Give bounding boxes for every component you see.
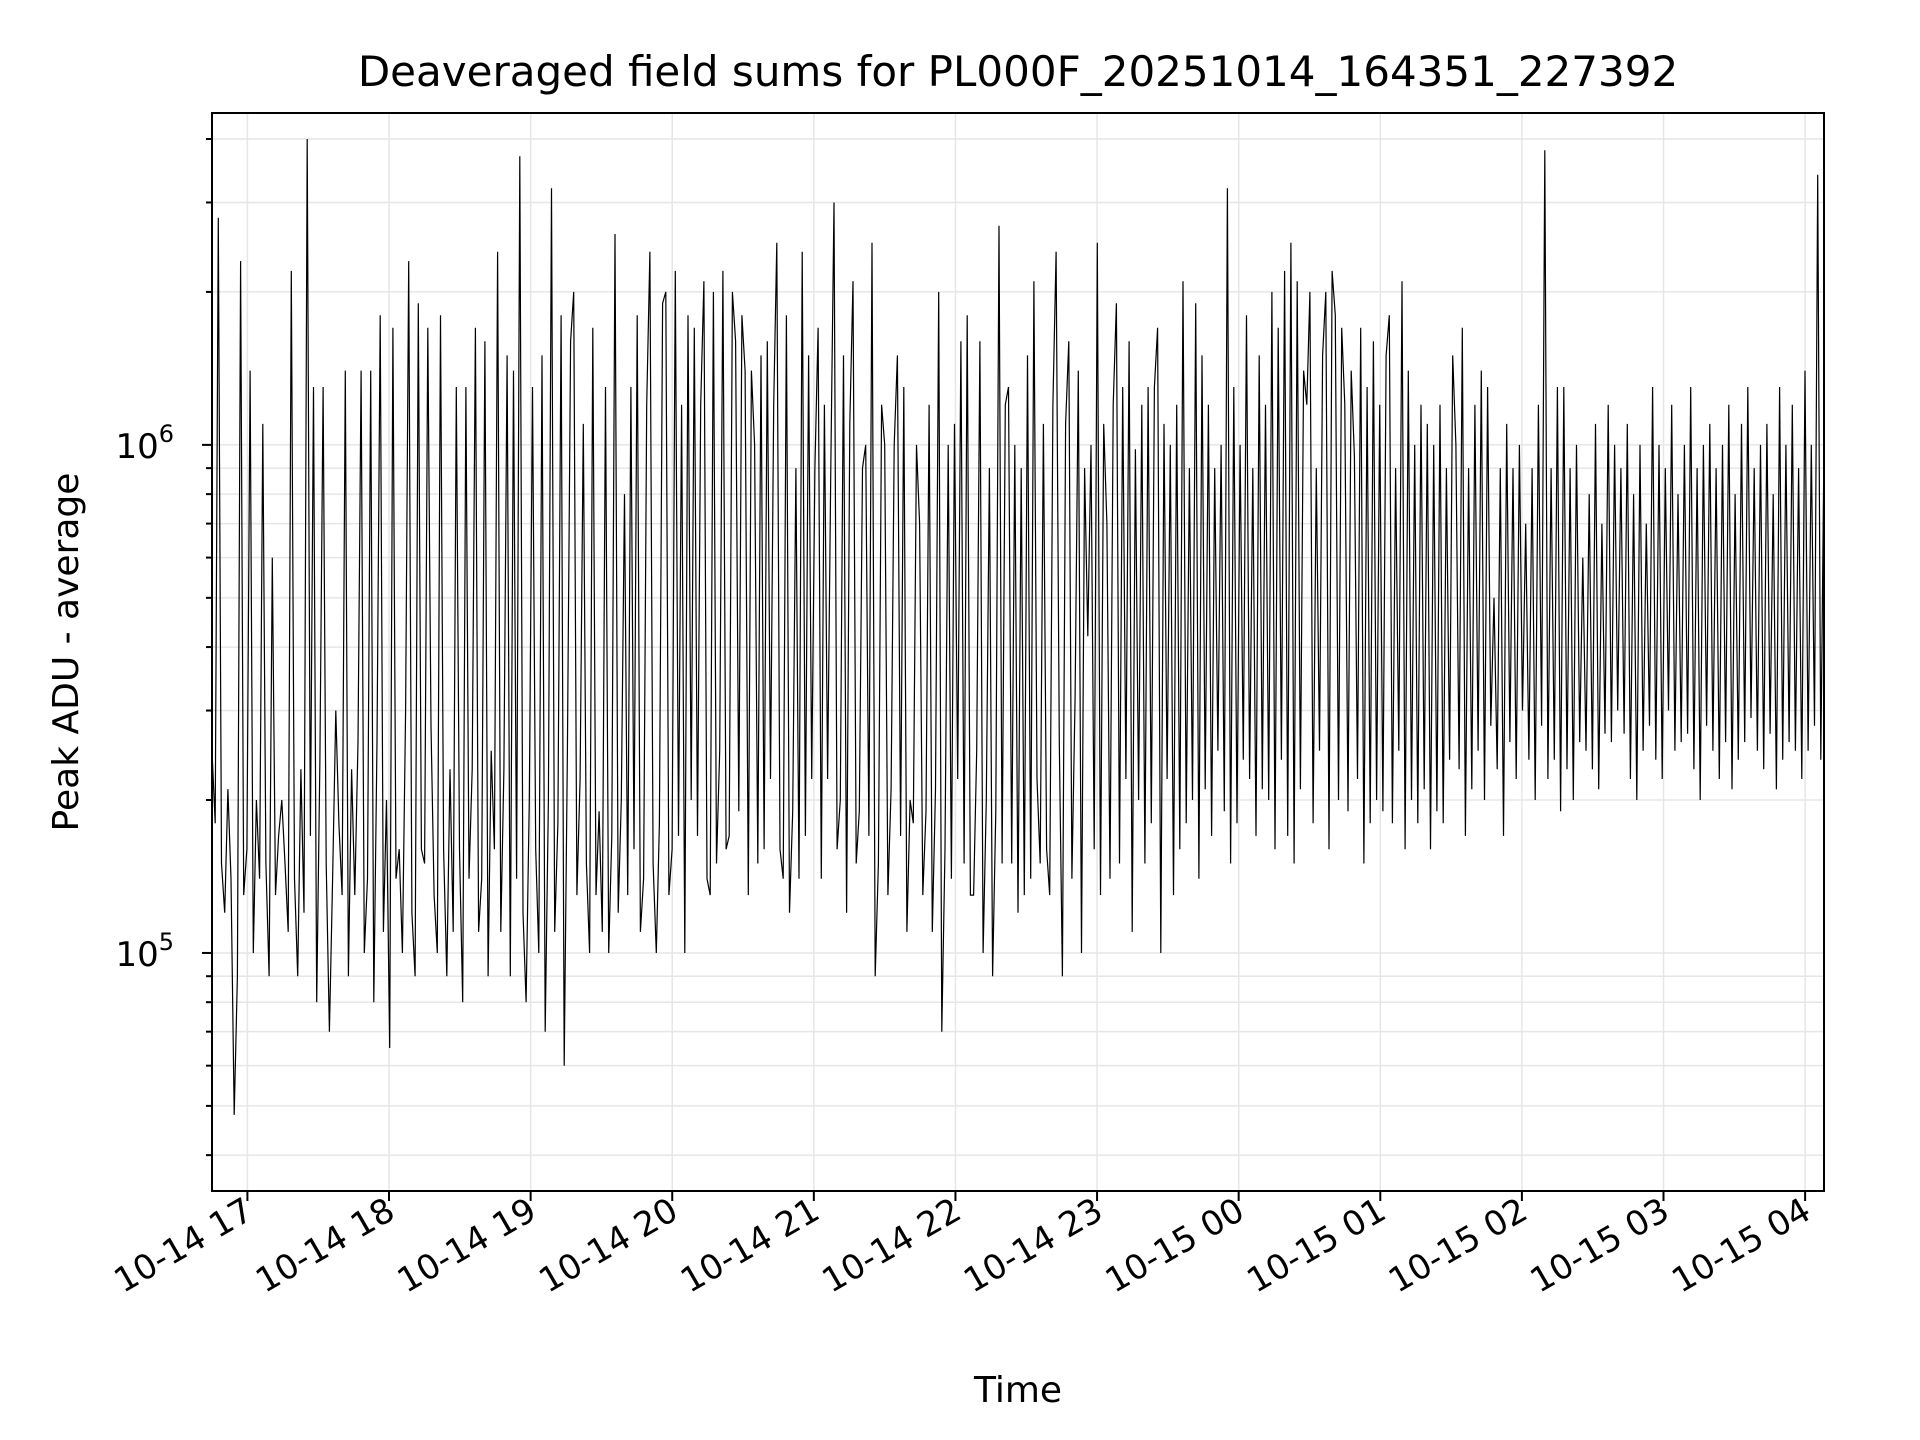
- y-tick-label: 105: [115, 928, 174, 975]
- y-axis-label: Peak ADU - average: [46, 473, 87, 832]
- y-tick-label: 106: [115, 420, 174, 467]
- plot-area-frame: [211, 112, 1825, 1192]
- series-line: [211, 138, 1825, 1115]
- x-axis-label: Time: [973, 1370, 1062, 1411]
- series-layer: [211, 138, 1825, 1115]
- chart-title: Deaveraged field sums for PL000F_2025101…: [358, 47, 1678, 96]
- y-axis-ticks: 105 106: [115, 137, 212, 1157]
